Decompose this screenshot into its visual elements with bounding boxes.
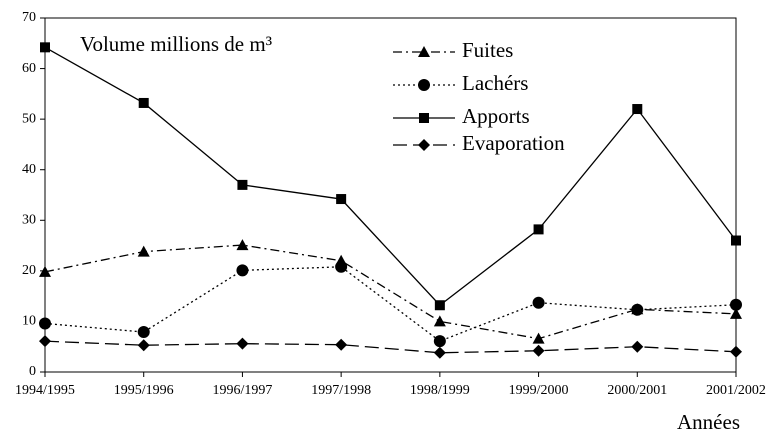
chart-title: Volume millions de m³	[80, 32, 272, 56]
legend-label: Lachérs	[462, 71, 528, 95]
legend-marker	[418, 46, 430, 57]
y-tick-label: 20	[22, 263, 36, 278]
marker	[433, 346, 446, 359]
marker	[137, 339, 150, 352]
marker	[236, 239, 249, 251]
y-tick-label: 50	[22, 111, 36, 126]
series-line	[44, 266, 737, 342]
x-axis-label: Années	[677, 410, 740, 434]
marker	[335, 338, 348, 351]
marker	[39, 317, 51, 330]
marker	[137, 326, 150, 339]
marker	[730, 307, 742, 319]
marker	[137, 245, 150, 257]
series-line	[44, 244, 737, 340]
marker	[40, 42, 50, 53]
marker	[335, 260, 348, 273]
y-tick-label: 40	[22, 162, 36, 177]
marker	[39, 335, 51, 348]
legend-marker	[419, 113, 429, 123]
y-tick-label: 10	[22, 314, 36, 329]
y-tick-label: 30	[22, 213, 36, 228]
marker	[39, 265, 51, 277]
marker	[632, 104, 643, 115]
marker	[532, 344, 545, 357]
x-tick-label: 1997/1998	[311, 383, 371, 398]
legend-marker	[418, 79, 430, 91]
marker	[433, 315, 446, 327]
series-line	[44, 340, 737, 354]
x-tick-label: 2000/2001	[607, 383, 667, 398]
x-tick-label: 1998/1999	[410, 383, 470, 398]
marker	[237, 179, 248, 190]
marker	[336, 194, 347, 205]
marker	[236, 337, 249, 350]
series-line	[44, 46, 737, 307]
marker	[236, 264, 249, 277]
x-tick-label: 1995/1996	[114, 383, 174, 398]
marker	[533, 224, 544, 235]
x-tick-label: 1996/1997	[212, 383, 272, 398]
marker	[532, 332, 545, 344]
marker	[532, 296, 545, 309]
marker	[138, 97, 149, 108]
marker	[434, 300, 445, 311]
plot-frame	[44, 17, 737, 373]
legend-label: Evaporation	[462, 131, 565, 155]
y-tick-label: 70	[22, 10, 36, 25]
x-tick-label: 2001/2002	[706, 383, 766, 398]
marker	[433, 335, 446, 348]
x-tick-label: 1999/2000	[509, 383, 569, 398]
y-tick-label: 60	[22, 61, 36, 76]
marker	[631, 340, 644, 353]
legend-label: Fuites	[462, 38, 513, 62]
y-tick-label: 0	[29, 364, 36, 379]
marker	[631, 303, 644, 316]
legend-marker	[418, 139, 430, 151]
marker	[730, 345, 742, 358]
marker	[731, 235, 741, 246]
x-tick-label: 1994/1995	[15, 383, 75, 398]
legend-label: Apports	[462, 104, 530, 128]
marker	[730, 298, 742, 311]
